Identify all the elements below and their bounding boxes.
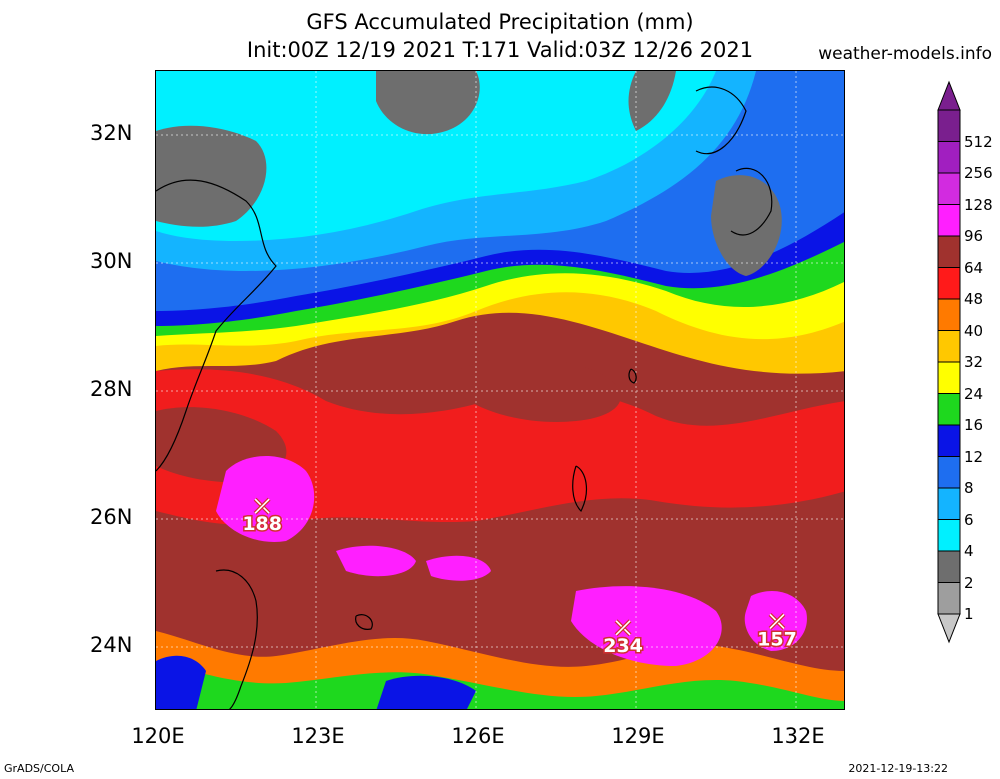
lat-label-28n: 28N (90, 377, 133, 401)
legend-swatch (937, 424, 961, 457)
legend-label: 48 (964, 290, 984, 308)
lat-label-24n: 24N (90, 633, 133, 657)
precipitation-field: 188 234 157 (156, 71, 844, 709)
color-legend: 512 256 128 96 64 48 40 32 24 16 12 8 6 4 2 1 (930, 80, 1000, 700)
legend-label: 24 (964, 384, 984, 403)
lat-label-30n: 30N (90, 249, 133, 273)
legend-swatch (937, 267, 961, 300)
legend-label: 16 (964, 416, 984, 434)
legend-label: 6 (964, 510, 974, 529)
legend-swatch (937, 456, 961, 489)
legend-label: 32 (964, 353, 984, 371)
precip-maximum-marker: 157 (756, 612, 798, 652)
lon-label-126e: 126E (451, 724, 505, 748)
precip-maximum-value: 188 (242, 513, 282, 535)
legend-swatch (937, 519, 961, 552)
legend-swatch (937, 393, 961, 426)
legend-arrow-bottom (937, 613, 961, 644)
legend-swatch (937, 109, 961, 142)
legend-label: 12 (964, 447, 984, 466)
lon-label-129e: 129E (611, 724, 665, 748)
legend-bar (937, 80, 961, 644)
map-subtitle: Init:00Z 12/19 2021 T:171 Valid:03Z 12/2… (246, 38, 754, 62)
legend-label: 128 (964, 195, 993, 214)
legend-swatch (937, 298, 961, 331)
legend-label: 2 (964, 573, 974, 592)
lon-label-132e: 132E (771, 724, 825, 748)
software-credit: GrADS/COLA (4, 762, 74, 775)
legend-label: 256 (964, 164, 993, 182)
precipitation-map: 188 234 157 (155, 70, 845, 710)
legend-swatch (937, 172, 961, 205)
legend-swatch (937, 204, 961, 237)
legend-label: 40 (964, 321, 984, 340)
precip-maximum-value: 234 (603, 635, 643, 657)
legend-label: 512 (964, 132, 993, 151)
legend-swatch (937, 361, 961, 394)
precip-maximum-marker: 234 (602, 619, 644, 658)
site-credit: weather-models.info (818, 44, 992, 64)
generated-timestamp: 2021-12-19-13:22 (848, 762, 948, 775)
legend-swatch (937, 330, 961, 363)
legend-swatch (937, 550, 961, 583)
precip-maximum-value: 157 (757, 628, 797, 650)
legend-label: 1 (964, 605, 974, 623)
legend-swatch (937, 582, 961, 615)
legend-label: 96 (964, 227, 984, 245)
precip-maximum-marker: 188 (241, 497, 283, 537)
map-title: GFS Accumulated Precipitation (mm) (306, 10, 694, 34)
legend-label: 4 (964, 542, 974, 560)
lon-label-120e: 120E (131, 724, 185, 748)
legend-swatch (937, 235, 961, 268)
legend-swatch (937, 487, 961, 520)
legend-swatch (937, 141, 961, 174)
lat-label-26n: 26N (90, 505, 133, 529)
lon-label-123e: 123E (291, 724, 345, 748)
legend-arrow-top (937, 80, 961, 111)
legend-label: 8 (964, 479, 974, 497)
legend-label: 64 (964, 258, 984, 277)
lat-label-32n: 32N (90, 121, 133, 145)
